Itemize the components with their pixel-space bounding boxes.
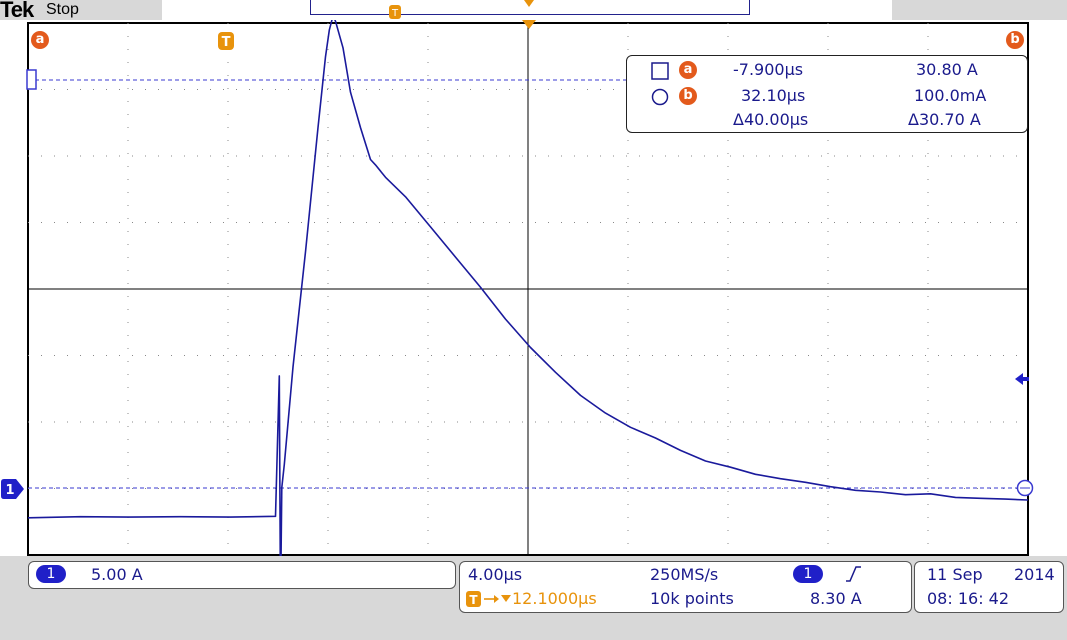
sample-rate: 250MS/s [650,565,719,584]
rising-edge-icon [846,566,861,582]
record-length: 10k points [650,589,734,608]
trigger-level-arrow-icon[interactable] [1014,371,1030,387]
channel-1-scale: 5.00 A [91,565,143,584]
record-expansion-marker [524,0,534,7]
trigger-position-icon: T [466,591,511,607]
cursor-a-value: 30.80 A [916,60,978,79]
channel-1-ground-marker[interactable]: 1 [0,478,26,500]
cursor-b-value: 100.0mA [914,86,987,105]
cursor-b-circle-icon [651,88,669,106]
channel-1-trace [27,20,1029,560]
readout-cursor-a-badge: a [679,61,697,79]
date-time-panel: 11 Sep 2014 08: 16: 42 [914,561,1064,613]
run-status-label: Stop [46,1,79,18]
cursor-b-level-icon [1016,479,1034,497]
cursor-a-time: -7.900µs [733,60,804,79]
date-year: 2014 [1014,565,1055,584]
cursor-b-marker[interactable]: b [1006,31,1024,49]
expansion-point-marker [522,20,536,29]
cursor-a-square-icon [651,62,669,80]
time-per-division: 4.00µs [468,565,523,584]
channel-1-settings-panel[interactable]: 1 5.00 A [28,561,456,589]
cursor-readout-panel: a -7.900µs 30.80 A b 32.10µs 100.0mA Δ40… [626,55,1028,133]
record-view-bar [162,0,892,20]
channel-1-badge: 1 [36,565,66,583]
cursor-delta-value: Δ30.70 A [908,110,981,129]
trigger-position-value: 12.1000µs [512,589,597,608]
cursor-a-marker[interactable]: a [31,31,49,49]
record-view-window[interactable] [310,0,750,15]
timebase-trigger-panel[interactable]: 4.00µs 250MS/s 1 T 12.1000µs 10k points … [459,561,912,613]
svg-text:T: T [391,8,399,19]
trigger-level: 8.30 A [810,589,862,608]
trigger-channel-badge: 1 [793,565,823,583]
cursor-a-level-marker [26,69,37,90]
date-day: 11 Sep [927,565,983,584]
readout-cursor-b-badge: b [679,87,697,105]
trigger-marker-label: T [222,35,231,50]
ground-marker-label: 1 [5,483,14,498]
svg-text:T: T [469,593,478,607]
record-trigger-marker: T [389,5,401,19]
tek-logo: Tek [0,0,34,22]
clock-time: 08: 16: 42 [927,589,1010,608]
trigger-position-marker[interactable]: T [217,31,235,51]
cursor-delta-time: Δ40.00µs [733,110,809,129]
cursor-b-time: 32.10µs [741,86,806,105]
graticule-grid [28,23,1028,555]
